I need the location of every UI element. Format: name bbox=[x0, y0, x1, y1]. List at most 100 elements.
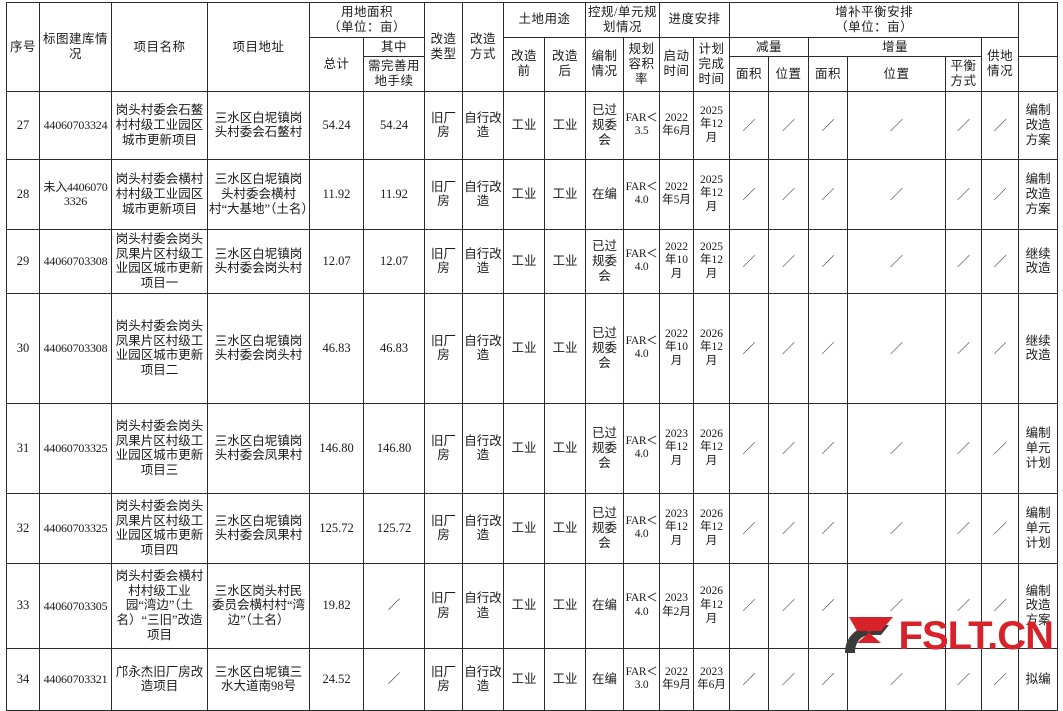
cell-increase-area: ／ bbox=[808, 492, 849, 564]
cell-finish-time: 2026年12月 bbox=[693, 562, 731, 649]
cell-project-address: 三水区白坭镇岗头村委会凤果村 bbox=[207, 402, 310, 494]
cell-increase-location: ／ bbox=[847, 492, 947, 564]
th-project-address: 项目地址 bbox=[207, 2, 310, 92]
cell-finish-time: 2026年12月 bbox=[693, 292, 731, 404]
cell-decrease-area: ／ bbox=[729, 647, 770, 711]
cell-decrease-location: ／ bbox=[768, 158, 810, 230]
cell-start-time: 2022年10月 bbox=[659, 292, 695, 404]
cell-renovation-method: 自行改造 bbox=[462, 492, 505, 564]
th-group-land-area-title: 用地面积 bbox=[341, 5, 394, 19]
cell-land-use-after: 工业 bbox=[544, 402, 587, 494]
cell-compile-status: 已过规委会 bbox=[585, 90, 625, 160]
cell-project-address: 三水区白坭镇岗头村委会岗头村 bbox=[207, 228, 310, 294]
cell-increase-area: ／ bbox=[808, 402, 849, 494]
header-row-2: 总计 其中 改造前 改造后 编制情况 规划容积率 启动时间 计划完成时间 减量 … bbox=[7, 36, 1058, 92]
cell-project-name: 岗头村委会岗头凤果片区村级工业园区城市更新项目二 bbox=[111, 292, 208, 404]
th-group-progress: 进度安排 bbox=[659, 2, 731, 38]
cell-far: FAR＜4.0 bbox=[623, 402, 661, 494]
cell-start-time: 2023年2月 bbox=[659, 562, 695, 649]
th-group-supplement-unit: （单位：亩） bbox=[835, 19, 914, 34]
table-row: 34 44060703321 邝永杰旧厂房改造项目 三水区白坭镇三水大道南98号 24.… bbox=[6, 647, 1059, 711]
cell-increase-area: ／ bbox=[808, 292, 849, 404]
th-renovation-type: 改造类型 bbox=[424, 2, 464, 92]
cell-compile-status: 在编 bbox=[585, 647, 625, 711]
th-land-use-before: 改造前 bbox=[503, 36, 546, 92]
cell-land-use-before: 工业 bbox=[503, 402, 546, 494]
cell-need-procedure: 54.24 bbox=[362, 90, 426, 160]
cell-seq: 27 bbox=[6, 90, 40, 160]
cell-project-name: 岗头村委会岗头凤果片区村级工业园区城市更新项目三 bbox=[111, 402, 208, 494]
cell-renovation-type: 旧厂房 bbox=[424, 492, 464, 564]
cell-land-use-after: 工业 bbox=[544, 292, 587, 404]
th-group-supplement: 增补平衡安排 （单位：亩） bbox=[729, 2, 1020, 38]
cell-far: FAR＜4.0 bbox=[623, 562, 661, 649]
cell-decrease-location: ／ bbox=[768, 562, 810, 649]
cell-far: FAR＜4.0 bbox=[623, 228, 661, 294]
th-land-use-after: 改造后 bbox=[544, 36, 587, 92]
th-project-name: 项目名称 bbox=[111, 2, 208, 92]
cell-increase-location: ／ bbox=[847, 647, 947, 711]
cell-land-use-after: 工业 bbox=[544, 158, 587, 230]
cell-mapping: 44060703324 bbox=[39, 90, 112, 160]
cell-balance-method: ／ bbox=[981, 647, 1020, 711]
cell-remark: 编制单元计划 bbox=[1018, 402, 1059, 494]
cell-increase-location: ／ bbox=[847, 90, 947, 160]
cell-land-use-after: 工业 bbox=[544, 228, 587, 294]
cell-renovation-type: 旧厂房 bbox=[424, 562, 464, 649]
table-row: 27 44060703324 岗头村委会石鳌村村级工业园区城市更新项目 三水区白坭镇岗… bbox=[6, 90, 1059, 160]
cell-renovation-method: 自行改造 bbox=[462, 228, 505, 294]
table-header: 序号 标图建库情况 项目名称 项目地址 用地面积 （单位：亩） 改造类型 改造方… bbox=[6, 1, 1059, 92]
table-row: 32 44060703325 岗头村委会岗头凤果片区村级工业园区城市更新项目四 三水区… bbox=[6, 492, 1059, 564]
th-group-control-plan: 控规/单元规划情况 bbox=[585, 2, 661, 38]
cell-increase-area: ／ bbox=[808, 90, 849, 160]
cell-mapping: 未入44060703326 bbox=[39, 158, 112, 230]
cell-project-address: 三水区白坭镇三水大道南98号 bbox=[207, 647, 310, 711]
cell-land-use-after: 工业 bbox=[544, 492, 587, 564]
cell-increase-location: ／ bbox=[847, 228, 947, 294]
cell-compile-status: 已过规委会 bbox=[585, 492, 625, 564]
th-decrease-location: 位置 bbox=[768, 56, 810, 92]
th-balance-method: 平衡方式 bbox=[945, 56, 983, 92]
cell-mapping: 44060703325 bbox=[39, 402, 112, 494]
cell-decrease-location: ／ bbox=[768, 492, 810, 564]
cell-far: FAR＜4.0 bbox=[623, 292, 661, 404]
cell-increase-area: ／ bbox=[808, 647, 849, 711]
cell-decrease-area: ／ bbox=[729, 562, 770, 649]
th-need-procedure: 需完善用地手续 bbox=[362, 56, 426, 92]
th-far: 规划容积率 bbox=[623, 36, 661, 92]
cell-land-use-before: 工业 bbox=[503, 292, 546, 404]
cell-decrease-location: ／ bbox=[768, 90, 810, 160]
cell-finish-time: 2025年12月 bbox=[693, 90, 731, 160]
th-decrease-area: 面积 bbox=[729, 56, 770, 92]
cell-balance-method: ／ bbox=[981, 492, 1020, 564]
th-land-supply: 供地情况 bbox=[981, 36, 1020, 92]
cell-renovation-type: 旧厂房 bbox=[424, 402, 464, 494]
cell-finish-time: 2026年12月 bbox=[693, 402, 731, 494]
cell-land-supply: ／ bbox=[945, 292, 983, 404]
cell-project-name: 邝永杰旧厂房改造项目 bbox=[111, 647, 208, 711]
cell-total-area: 46.83 bbox=[309, 292, 364, 404]
cell-project-name: 岗头村委会横村村村级工业园区城市更新项目 bbox=[111, 158, 208, 230]
table-row: 28 未入44060703326 岗头村委会横村村村级工业园区城市更新项目 三水区白坭… bbox=[6, 158, 1059, 230]
cell-finish-time: 2025年12月 bbox=[693, 228, 731, 294]
cell-land-supply: ／ bbox=[945, 228, 983, 294]
cell-land-supply: ／ bbox=[945, 647, 983, 711]
cell-remark: 继续改造 bbox=[1018, 292, 1059, 404]
cell-seq: 31 bbox=[6, 402, 40, 494]
cell-start-time: 2022年9月 bbox=[659, 647, 695, 711]
cell-decrease-location: ／ bbox=[768, 402, 810, 494]
cell-remark: 编制改造方案 bbox=[1018, 562, 1059, 649]
cell-decrease-area: ／ bbox=[729, 492, 770, 564]
cell-remark: 编制单元计划 bbox=[1018, 492, 1059, 564]
cell-total-area: 146.80 bbox=[309, 402, 364, 494]
cell-balance-method: ／ bbox=[981, 158, 1020, 230]
cell-land-supply: ／ bbox=[945, 402, 983, 494]
cell-land-use-before: 工业 bbox=[503, 158, 546, 230]
th-among: 其中 bbox=[362, 36, 426, 58]
cell-land-use-before: 工业 bbox=[503, 562, 546, 649]
cell-balance-method: ／ bbox=[981, 228, 1020, 294]
table-row: 29 44060703308 岗头村委会岗头凤果片区村级工业园区城市更新项目一 三水区… bbox=[6, 228, 1059, 294]
table-row: 33 44060703305 岗头村委会横村村村级工业园“湾边”（土名）“三旧”改造… bbox=[6, 562, 1059, 649]
cell-land-use-after: 工业 bbox=[544, 647, 587, 711]
cell-mapping: 44060703325 bbox=[39, 492, 112, 564]
